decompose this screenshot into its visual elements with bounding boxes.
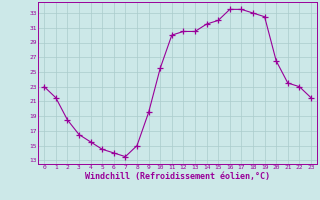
X-axis label: Windchill (Refroidissement éolien,°C): Windchill (Refroidissement éolien,°C) (85, 172, 270, 181)
